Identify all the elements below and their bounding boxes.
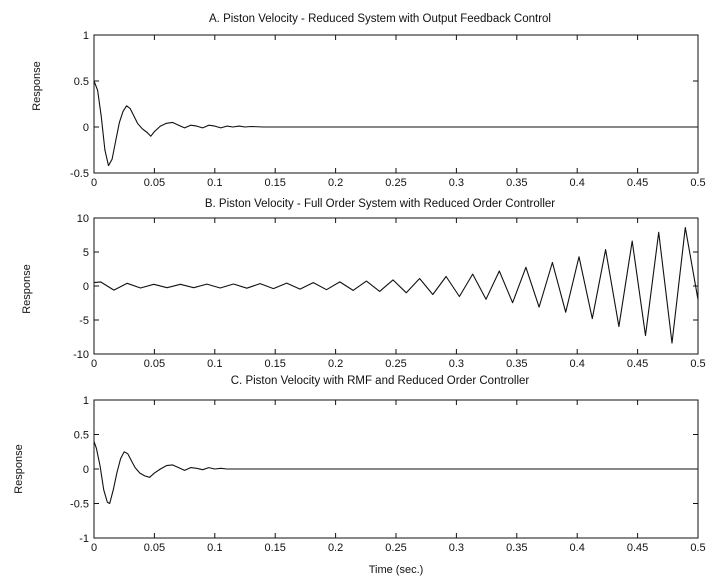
panel-b-frame	[93, 217, 699, 355]
panel-a-xtick-label: 0.15	[264, 177, 285, 189]
panel-a-ylabel: Response	[31, 61, 43, 111]
panel-b-xtick-label: 0	[91, 358, 97, 370]
panel-b-ytick-label: 5	[83, 247, 89, 259]
panel-c-ytick-label: -1	[79, 533, 89, 545]
panel-c-ytick-label: 1	[83, 395, 89, 407]
panel-b-xtick-label: 0.05	[144, 358, 165, 370]
panel-c-xlabel: Time (sec.)	[369, 564, 424, 576]
panel-c-xtick-label: 0.4	[570, 542, 585, 554]
panel-a-xtick-label: 0.45	[627, 177, 648, 189]
panel-b-ylabel: Response	[21, 264, 33, 314]
panel-c-ticks: 0 0.05 0.1 0.15 0.2 0.25 0.3 0.35 0.4 0.45 0.5 -1 -0…	[70, 395, 706, 554]
panel-b-xtick-label: 0.2	[328, 358, 343, 370]
panel-b-ytick-label: -10	[73, 349, 89, 361]
panel-a-ticks: 0 0.05 0.1 0.15 0.2 0.25 0.3 0.35 0.4 0.45 0.5 -0.5…	[70, 30, 706, 189]
panel-a: A. Piston Velocity - Reduced System with…	[31, 13, 706, 189]
panel-a-xtick-label: 0.05	[144, 177, 165, 189]
panel-c-xtick-label: 0.1	[207, 542, 222, 554]
panel-a-xtick-label: 0.4	[570, 177, 585, 189]
panel-b-trace	[93, 226, 699, 344]
panel-b-xtick-label: 0.15	[264, 358, 285, 370]
panel-b-ytick-label: 0	[83, 281, 89, 293]
panel-a-title: A. Piston Velocity - Reduced System with…	[209, 13, 551, 25]
panel-c-xtick-label: 0.35	[506, 542, 527, 554]
panel-c-xtick-label: 0.05	[144, 542, 165, 554]
panel-c-trace	[93, 441, 698, 505]
panel-b-xtick-label: 0.4	[570, 358, 585, 370]
panel-a-xtick-label: 0.3	[449, 177, 464, 189]
panel-b-xtick-label: 0.1	[207, 358, 222, 370]
panel-c-frame	[93, 399, 699, 539]
panel-c-xtick-label: 0.25	[385, 542, 406, 554]
panel-c-ytick-label: -0.5	[70, 499, 89, 511]
panel-c-title: C. Piston Velocity with RMF and Reduced …	[231, 375, 530, 387]
panel-a-ytick-label: 0.5	[74, 76, 89, 88]
panel-b-xtick-label: 0.35	[506, 358, 527, 370]
panel-b-ytick-label: -5	[79, 315, 89, 327]
panel-c-ytick-label: 0.5	[74, 430, 89, 442]
panel-c-xtick-label: 0.15	[264, 542, 285, 554]
panel-c-xtick-label: 0.45	[627, 542, 648, 554]
panel-c-xtick-label: 0.3	[449, 542, 464, 554]
panel-a-xtick-label: 0.5	[690, 177, 705, 189]
panel-b-title: B. Piston Velocity - Full Order System w…	[205, 198, 555, 210]
panel-a-xtick-label: 0	[91, 177, 97, 189]
panel-b-xtick-label: 0.3	[449, 358, 464, 370]
panel-b: B. Piston Velocity - Full Order System w…	[21, 198, 706, 370]
panel-c-xtick-label: 0.2	[328, 542, 343, 554]
panel-b-xtick-label: 0.45	[627, 358, 648, 370]
panel-a-xtick-label: 0.35	[506, 177, 527, 189]
panel-b-ticks: 0 0.05 0.1 0.15 0.2 0.25 0.3 0.35 0.4 0.45 0.5 -10 -…	[73, 213, 706, 370]
panel-a-xtick-label: 0.1	[207, 177, 222, 189]
panel-b-ytick-label: 10	[77, 213, 89, 225]
panel-a-xtick-label: 0.2	[328, 177, 343, 189]
panel-b-xtick-label: 0.25	[385, 358, 406, 370]
panel-c-xtick-label: 0.5	[690, 542, 705, 554]
panel-a-ytick-label: -0.5	[70, 168, 89, 180]
panel-a-frame	[93, 34, 699, 174]
panel-b-xtick-label: 0.5	[690, 358, 705, 370]
panel-c-xtick-label: 0	[91, 542, 97, 554]
panel-a-ytick-label: 1	[83, 30, 89, 42]
panel-a-xtick-label: 0.25	[385, 177, 406, 189]
panel-c: C. Piston Velocity with RMF and Reduced …	[13, 375, 706, 576]
panel-a-trace	[93, 80, 698, 167]
panel-c-ytick-label: 0	[83, 464, 89, 476]
panel-c-ylabel: Response	[13, 444, 25, 494]
panel-a-ytick-label: 0	[83, 122, 89, 134]
